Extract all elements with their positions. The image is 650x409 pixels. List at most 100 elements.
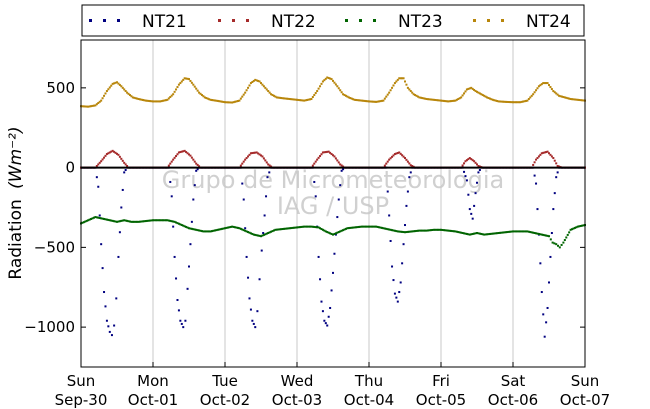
point-nt21-72 [465,179,468,182]
interp-nt22 [268,164,271,167]
interp-nt24 [383,97,386,100]
interp-nt24 [396,78,399,81]
interp-nt23 [239,227,242,230]
point-nt24-23 [216,99,219,102]
interp-nt24 [228,101,231,104]
interp-nt23 [285,227,288,230]
interp-nt22 [408,162,411,165]
interp-nt23 [304,225,307,228]
interp-nt22 [550,155,553,158]
point-nt22-3 [105,153,108,156]
interp-nt22 [548,152,550,155]
point-nt22-30 [339,163,342,166]
point-nt24-8 [126,91,129,94]
interp-nt24 [294,98,297,101]
point-nt24-9 [131,96,134,99]
x-tick-label-day-3: Wed [281,372,314,390]
interp-nt24 [414,94,417,97]
interp-nt22 [103,156,106,159]
interp-nt22 [124,163,127,166]
point-nt21-41 [266,176,269,179]
interp-nt23 [488,232,491,235]
interp-nt24 [128,94,131,97]
interp-nt23 [441,228,444,231]
interp-nt23 [471,232,474,235]
interp-nt24 [82,105,85,108]
point-nt24-24 [224,101,226,104]
interp-nt24 [301,99,304,102]
interp-nt22 [336,159,339,162]
x-tick-label-date-1: Oct-01 [128,391,178,409]
interp-nt23 [419,229,422,232]
legend-entry-nt23: NT23 [345,12,443,32]
interp-nt23 [177,222,180,225]
point-nt24-17 [183,77,186,80]
interp-nt23 [316,226,319,229]
interp-nt24 [452,99,455,102]
interp-nt23 [549,238,552,241]
interp-nt24 [91,104,94,107]
interp-nt23 [111,219,114,222]
interp-nt24 [124,90,127,93]
interp-nt24 [208,98,211,101]
interp-nt23 [560,243,563,246]
point-nt23-24 [252,233,255,236]
point-nt24-27 [244,91,247,94]
x-tick-label-day-4: Thu [354,372,383,390]
interp-nt23 [486,233,489,236]
interp-nt23 [434,228,437,231]
interp-nt24 [373,100,376,103]
interp-nt24 [170,94,173,97]
point-nt24-52 [393,82,396,85]
interp-nt24 [416,95,419,98]
point-nt22-22 [267,163,270,166]
point-nt24-48 [368,100,370,103]
interp-nt22 [107,152,110,155]
interp-nt24 [304,99,307,102]
interp-nt24 [169,96,172,99]
interp-nt22 [537,155,540,158]
interp-nt22 [116,152,118,155]
point-nt22-11 [177,151,180,154]
interp-nt21 [324,322,327,325]
interp-nt22 [532,163,535,166]
interp-nt24 [182,78,185,81]
interp-nt23 [179,223,182,226]
interp-nt24 [232,101,235,104]
y-axis: 500 0 −500 −1000 [24,79,585,336]
point-nt21-7 [108,330,111,333]
interp-nt23 [167,219,170,222]
interp-nt23 [530,231,533,234]
point-nt23-39 [360,225,363,228]
interp-nt21 [327,315,330,318]
interp-nt23 [566,233,569,236]
interp-nt23 [355,226,358,229]
interp-nt23 [81,221,84,224]
interp-nt22 [101,158,104,161]
point-nt22-14 [195,162,198,165]
x-tick-label-day-1: Mon [137,372,169,390]
interp-nt24 [156,100,159,103]
interp-nt24 [481,94,484,97]
interp-nt23 [287,227,290,230]
interp-nt23 [372,225,375,228]
interp-nt24 [494,99,497,102]
point-nt21-3 [97,185,100,188]
interp-nt22 [402,155,405,158]
point-nt23-66 [551,241,554,244]
interp-nt24 [307,98,310,101]
interp-nt23 [277,228,280,231]
interp-nt23 [391,229,394,232]
interp-nt24 [372,100,375,103]
interp-nt23 [363,225,366,228]
interp-nt22 [337,161,340,164]
interp-nt23 [104,218,107,221]
point-nt23-64 [540,233,543,236]
point-nt21-75 [474,192,477,195]
point-nt22-4 [111,149,114,152]
interp-nt23 [523,230,526,233]
interp-nt24 [522,100,525,103]
interp-nt24 [510,101,513,104]
point-nt24-7 [120,85,123,88]
point-nt23-41 [375,225,378,228]
